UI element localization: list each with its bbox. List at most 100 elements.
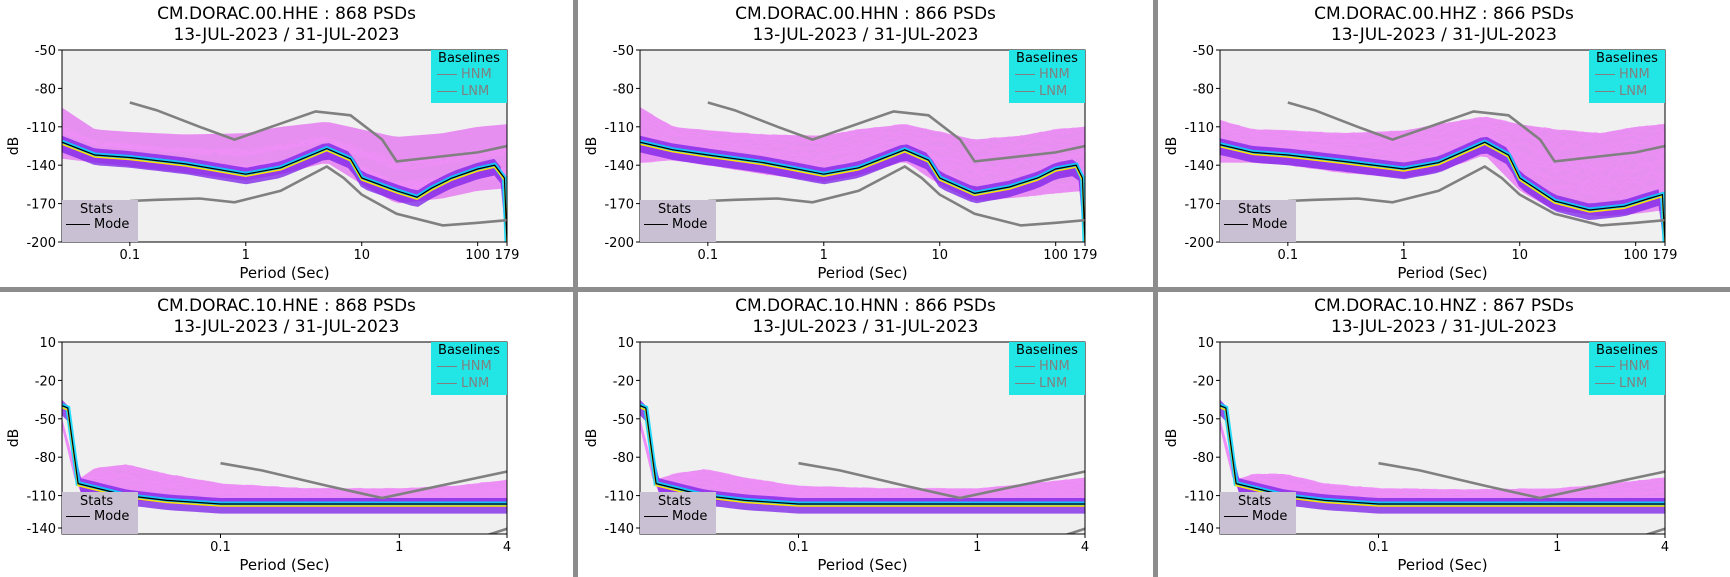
baselines-legend-title: Baselines: [1016, 51, 1078, 66]
y-tick-label: -140: [604, 159, 634, 174]
baselines-legend-item: HNM: [1589, 358, 1665, 375]
legend-label: LNM: [1619, 376, 1648, 391]
pdf-density-band: [62, 107, 507, 204]
baselines-legend: Baselines HNM LNM: [1589, 342, 1665, 395]
y-tick-label: -110: [26, 490, 56, 505]
lnm-baseline: [707, 164, 1085, 227]
baselines-legend-item: LNM: [1009, 375, 1085, 392]
mode-line: [1220, 141, 1665, 242]
baselines-legend-item: HNM: [1589, 66, 1665, 83]
x-tick-label: 1: [1553, 540, 1561, 555]
panel-separator: [0, 287, 1730, 292]
psd-chart-svg: -50 -80 -110 -140 -170 -200 0.1 1 10 100 179 Period…: [6, 44, 520, 282]
baselines-legend: Baselines HNM LNM: [1009, 342, 1085, 395]
x-tick-label: 179: [495, 248, 520, 263]
mode-line: [640, 141, 1085, 242]
psd-trace: [1220, 121, 1665, 150]
baselines-legend-item: LNM: [1009, 83, 1085, 100]
psd-trace: [1220, 116, 1665, 139]
legend-label: HNM: [1619, 359, 1650, 374]
baselines-legend-title: Baselines: [1596, 343, 1658, 358]
baselines-legend: Baselines HNM LNM: [431, 342, 507, 395]
chart-title: CM.DORAC.00.HHZ : 866 PSDs: [1314, 4, 1574, 24]
baselines-legend-item: HNM: [431, 66, 507, 83]
x-tick-label: 1: [242, 248, 250, 263]
lnm-baseline: [129, 164, 507, 227]
x-tick-label: 4: [1661, 540, 1669, 555]
plot-content: [62, 399, 507, 534]
psd-panel: CM.DORAC.00.HHZ : 866 PSDs 13-JUL-2023 / …: [1158, 0, 1730, 287]
y-axis-label: dB: [584, 429, 600, 448]
x-tick-label: 0.1: [788, 540, 809, 555]
psd-trace: [640, 422, 1085, 498]
legend-line-swatch: [1595, 74, 1615, 75]
x-tick-label: 100: [1043, 248, 1068, 263]
psd-chart-svg: 10 -20 -50 -80 -110 -140 0.1 1 4 Period (Sec) dB: [6, 336, 511, 574]
legend-label: LNM: [1039, 84, 1068, 99]
legend-label: HNM: [1619, 67, 1650, 82]
legend-label: Mode: [94, 509, 130, 524]
y-tick-label: -200: [1184, 236, 1214, 251]
mode-line: [1220, 405, 1665, 505]
stats-legend-title: Stats: [658, 202, 692, 217]
y-tick-label: -170: [604, 198, 634, 213]
y-tick-label: -140: [26, 159, 56, 174]
x-tick-label: 0.1: [119, 248, 140, 263]
y-tick-label: -80: [1193, 82, 1214, 97]
legend-line-swatch: [1595, 366, 1615, 367]
legend-label: HNM: [1039, 359, 1070, 374]
x-axis-label: Period (Sec): [239, 264, 329, 282]
psd-trace: [1220, 124, 1665, 161]
chart-title-block: CM.DORAC.10.HNE : 868 PSDs 13-JUL-2023 / …: [0, 296, 573, 338]
baselines-legend-item: HNM: [1009, 66, 1085, 83]
pdf-peak-density: [640, 143, 1085, 242]
y-tick-label: -140: [604, 522, 634, 537]
stats-legend: Stats Mode: [62, 492, 138, 534]
legend-label: Mode: [94, 217, 130, 232]
y-tick-label: -110: [1184, 121, 1214, 136]
baselines-legend-title: Baselines: [1596, 51, 1658, 66]
baselines-legend: Baselines HNM LNM: [431, 50, 507, 103]
legend-line-swatch: [1015, 91, 1035, 92]
baselines-legend-item: LNM: [431, 83, 507, 100]
stats-legend: Stats Mode: [62, 200, 138, 242]
psd-trace: [1220, 129, 1665, 167]
psd-panel: CM.DORAC.00.HHE : 868 PSDs 13-JUL-2023 / …: [0, 0, 573, 287]
y-tick-label: -140: [26, 522, 56, 537]
y-tick-label: -50: [613, 413, 634, 428]
legend-line-swatch: [437, 74, 457, 75]
baselines-legend-title: Baselines: [438, 51, 500, 66]
chart-title-block: CM.DORAC.00.HHZ : 866 PSDs 13-JUL-2023 / …: [1158, 4, 1730, 46]
chart-title: CM.DORAC.00.HHE : 868 PSDs: [157, 4, 416, 24]
stats-legend: Stats Mode: [640, 200, 716, 242]
x-tick-label: 1: [1400, 248, 1408, 263]
y-tick-label: -80: [613, 82, 634, 97]
legend-line-swatch: [1224, 224, 1248, 225]
baselines-legend-item: LNM: [431, 375, 507, 392]
stats-legend-item: Mode: [62, 217, 138, 232]
hnm-baseline: [798, 461, 1085, 500]
y-tick-label: -200: [26, 236, 56, 251]
psd-trace: [640, 419, 1085, 491]
x-axis-label: Period (Sec): [239, 556, 329, 574]
chart-subtitle: 13-JUL-2023 / 31-JUL-2023: [752, 25, 979, 45]
y-tick-label: -110: [604, 121, 634, 136]
legend-line-swatch: [644, 224, 668, 225]
x-tick-label: 0.1: [1368, 540, 1389, 555]
legend-line-swatch: [1015, 366, 1035, 367]
y-axis-label: dB: [584, 137, 600, 156]
y-tick-label: -50: [35, 44, 56, 59]
y-axis-label: dB: [6, 137, 22, 156]
baselines-legend: Baselines HNM LNM: [1009, 50, 1085, 103]
x-tick-label: 10: [931, 248, 948, 263]
psd-trace: [640, 134, 1085, 172]
baselines-legend-item: HNM: [1009, 358, 1085, 375]
psd-panel: CM.DORAC.10.HNN : 866 PSDs 13-JUL-2023 / …: [578, 292, 1153, 577]
stats-legend-title: Stats: [658, 494, 692, 509]
stats-legend-item: Mode: [62, 509, 138, 524]
chart-title: CM.DORAC.10.HNN : 866 PSDs: [735, 296, 996, 316]
plot-content: [1220, 101, 1665, 242]
chart-subtitle: 13-JUL-2023 / 31-JUL-2023: [752, 317, 979, 337]
psd-panel: CM.DORAC.10.HNE : 868 PSDs 13-JUL-2023 / …: [0, 292, 573, 577]
y-tick-label: -170: [1184, 198, 1214, 213]
